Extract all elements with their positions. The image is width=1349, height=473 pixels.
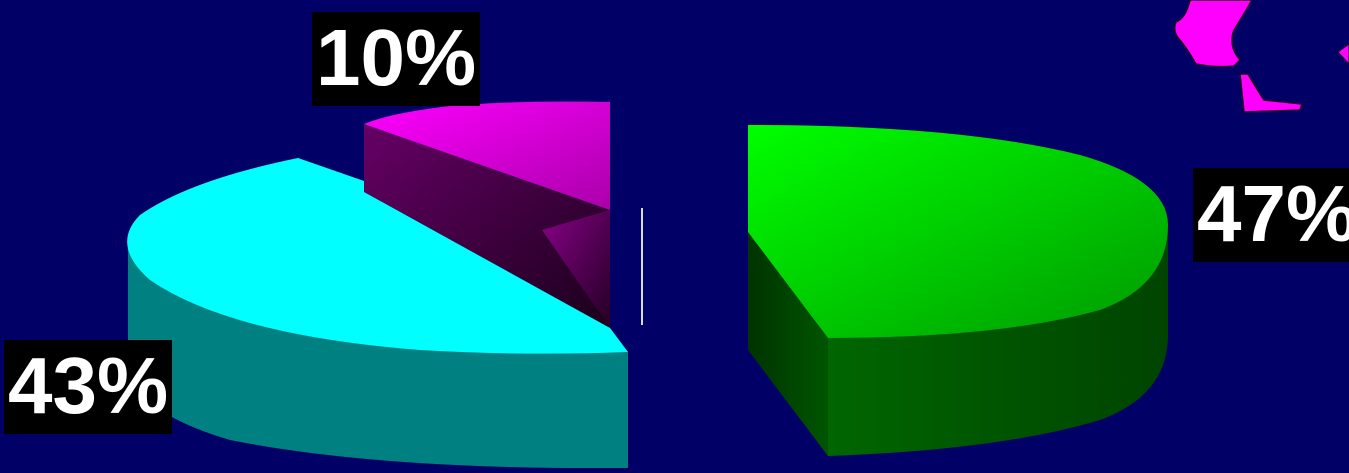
slice-43-top: [127, 158, 628, 354]
slice-43-side: [128, 240, 628, 469]
slice-label-10: 10%: [312, 12, 481, 106]
slice-47-side: [828, 225, 1168, 456]
magenta-map-fragment-icon: [1173, 0, 1349, 113]
slice-47-top: [748, 125, 1168, 338]
slice-10-cut-face-left: [364, 124, 610, 328]
slice-43: [127, 158, 628, 469]
slice-label-47: 47%: [1193, 168, 1349, 262]
slice-10: [364, 101, 610, 328]
slice-47: [748, 125, 1168, 456]
slice-10-top: [364, 101, 610, 210]
slice-label-43: 43%: [4, 340, 173, 434]
slice-10-cut-face-right: [542, 210, 610, 328]
slice-47-cut-face: [748, 232, 828, 456]
